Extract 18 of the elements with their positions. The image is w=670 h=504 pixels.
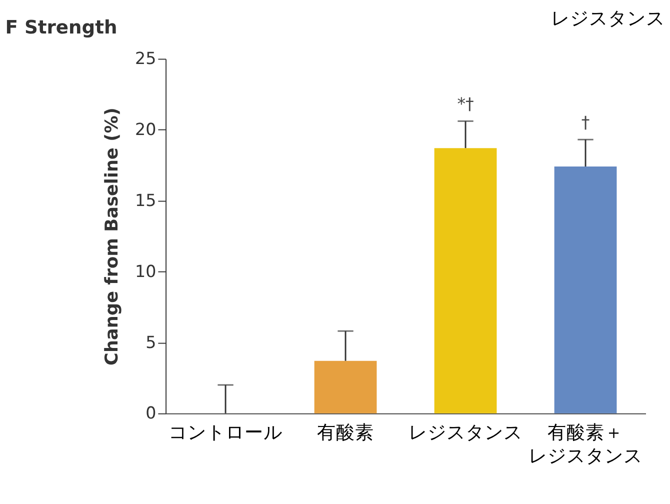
- y-tick-label: 0: [146, 404, 156, 423]
- text: レジスタンス: [551, 8, 666, 30]
- y-tick-label: 5: [146, 332, 156, 352]
- chart-title: F Strength: [5, 17, 118, 38]
- x-tick-label: レジスタンス: [408, 422, 523, 444]
- y-tick-label: 25: [135, 49, 156, 68]
- x-tick-label: 有酸素: [317, 422, 374, 444]
- x-tick-label: 有酸素＋レジスタンス: [528, 422, 643, 467]
- bar: [314, 360, 377, 414]
- y-tick-label: 20: [135, 120, 156, 140]
- y-tick-label: 15: [135, 190, 156, 210]
- annotation: †: [581, 112, 590, 132]
- annotation: *†: [457, 94, 474, 114]
- y-axis-title: Change from Baseline (%): [102, 108, 122, 366]
- y-tick-label: 10: [135, 262, 156, 281]
- bar: [434, 148, 497, 414]
- bar: [554, 166, 617, 414]
- x-tick-label: コントロール: [168, 422, 283, 444]
